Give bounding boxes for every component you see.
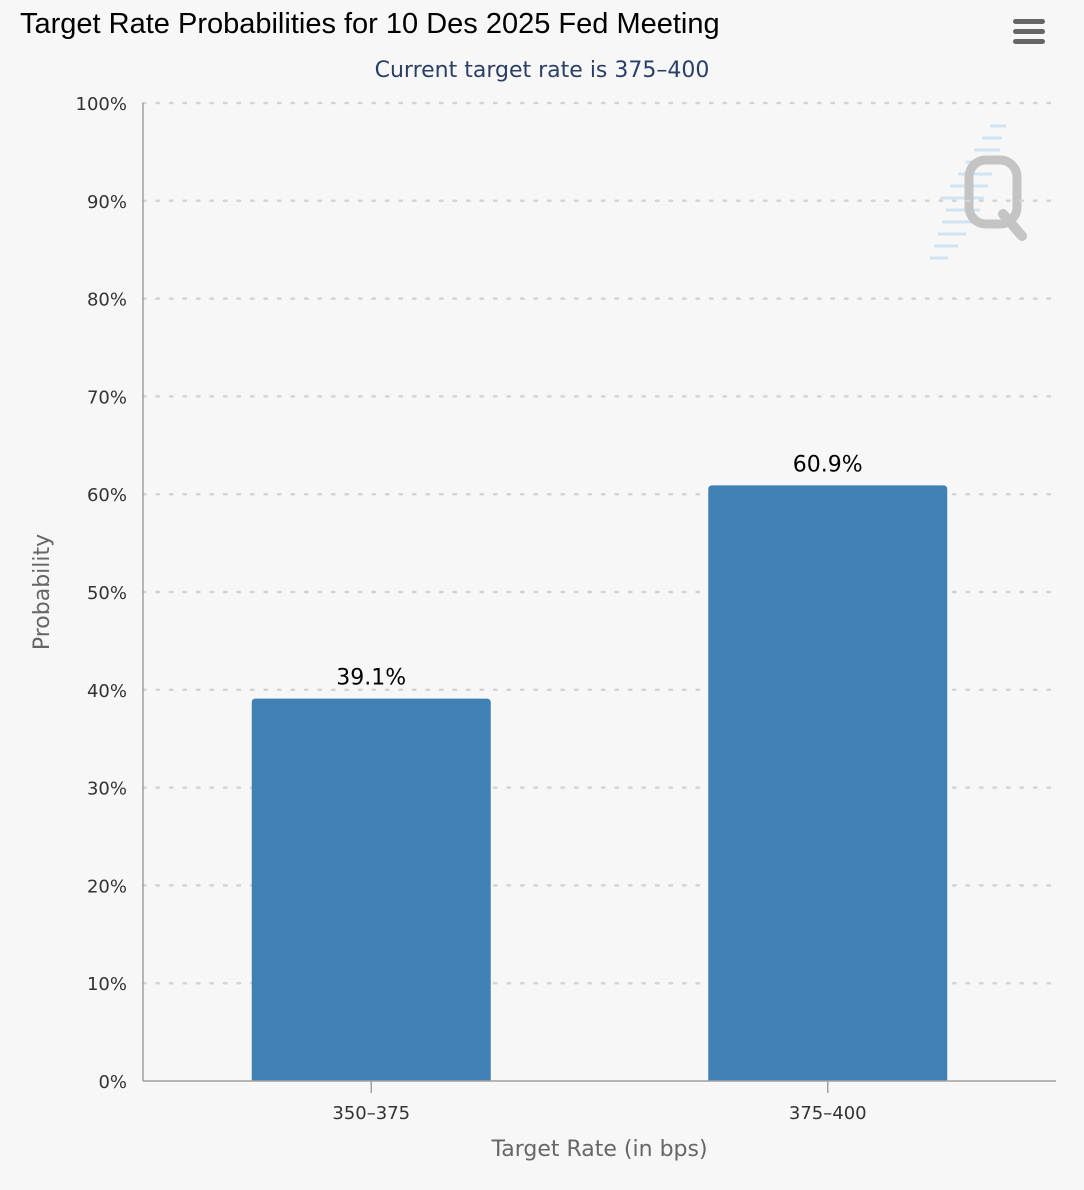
y-tick-label: 90% xyxy=(87,192,127,213)
data-label: 39.1% xyxy=(336,666,406,691)
chart-subtitle: Current target rate is 375–400 xyxy=(374,58,710,83)
y-tick-label: 100% xyxy=(76,94,127,115)
x-tick-label: 350–375 xyxy=(332,1103,410,1124)
y-tick-label: 70% xyxy=(87,387,127,408)
x-axis-title: Target Rate (in bps) xyxy=(490,1137,707,1162)
cme-q-logo-icon xyxy=(930,124,1027,260)
y-tick-label: 40% xyxy=(87,681,127,702)
x-tick-label: 375–400 xyxy=(789,1103,867,1124)
y-axis-title: Probability xyxy=(30,534,55,650)
y-tick-label: 10% xyxy=(87,974,127,995)
y-tick-label: 20% xyxy=(87,876,127,897)
y-tick-label: 0% xyxy=(98,1072,127,1093)
bar-375-400[interactable] xyxy=(708,485,948,1081)
data-label: 60.9% xyxy=(793,452,863,477)
y-tick-label: 50% xyxy=(87,583,127,604)
bar-350-375[interactable] xyxy=(251,698,491,1081)
hamburger-menu-icon[interactable] xyxy=(1008,16,1050,48)
chart-title: Target Rate Probabilities for 10 Des 202… xyxy=(20,8,720,40)
y-tick-label: 30% xyxy=(87,779,127,800)
y-tick-label: 60% xyxy=(87,485,127,506)
y-tick-label: 80% xyxy=(87,290,127,311)
